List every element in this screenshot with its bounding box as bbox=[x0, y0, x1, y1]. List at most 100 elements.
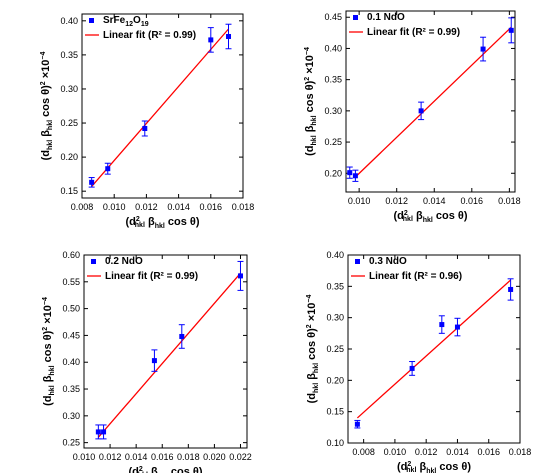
plot-frame bbox=[345, 10, 516, 193]
y-tick-label: 0.30 bbox=[60, 84, 78, 94]
legend-fit-label: Linear fit (R² = 0.96) bbox=[369, 271, 462, 282]
legend-series-label: 0.3 NdO bbox=[369, 256, 407, 267]
y-tick-label: 0.30 bbox=[324, 106, 342, 116]
x-tick-label: 0.018 bbox=[232, 202, 255, 212]
y-tick-label: 0.30 bbox=[326, 313, 344, 323]
data-point bbox=[151, 358, 157, 364]
legend-marker bbox=[353, 15, 358, 20]
y-tick-label: 0.40 bbox=[324, 43, 342, 53]
data-point bbox=[439, 322, 445, 328]
linear-fit-line bbox=[97, 272, 241, 438]
data-point bbox=[508, 27, 514, 33]
y-axis-title: (dhkl βhkl cos θ)2 ×10−4 bbox=[40, 52, 54, 161]
x-tick-label: 0.012 bbox=[135, 202, 158, 212]
x-tick-label: 0.018 bbox=[177, 452, 200, 462]
x-tick-label: 0.018 bbox=[498, 196, 521, 206]
x-tick-label: 0.010 bbox=[348, 196, 371, 206]
y-tick-label: 0.20 bbox=[324, 168, 342, 178]
y-tick-label: 0.25 bbox=[326, 344, 344, 354]
x-tick-label: 0.022 bbox=[229, 452, 252, 462]
data-point bbox=[89, 179, 95, 185]
y-tick-label: 0.60 bbox=[62, 250, 80, 260]
y-tick-label: 0.40 bbox=[62, 357, 80, 367]
chart-panel-1: 0.008 0.010 0.012 0.014 0.016 0.018 0.15 0.20 0.… bbox=[40, 13, 255, 230]
linear-fit-line bbox=[91, 28, 230, 187]
data-point bbox=[418, 108, 424, 114]
legend-series-label: 0.1 NdO bbox=[367, 12, 405, 23]
data-point bbox=[101, 429, 107, 435]
data-point bbox=[352, 173, 358, 179]
x-tick-label: 0.016 bbox=[200, 202, 223, 212]
x-tick-label: 0.020 bbox=[203, 452, 226, 462]
y-tick-label: 0.40 bbox=[326, 250, 344, 260]
y-axis-title: (dhkl βhkl cos θ)2 ×10−4 bbox=[304, 47, 318, 156]
y-tick-label: 0.25 bbox=[324, 137, 342, 147]
y-tick-label: 0.15 bbox=[326, 407, 344, 417]
x-tick-label: 0.014 bbox=[423, 196, 446, 206]
chart-panel-2: 0.010 0.012 0.014 0.016 0.018 0.20 0.25 0.30 0.3… bbox=[304, 10, 521, 224]
data-point bbox=[226, 33, 232, 39]
y-tick-label: 0.55 bbox=[62, 277, 80, 287]
data-point bbox=[354, 421, 360, 427]
y-tick-label: 0.20 bbox=[60, 152, 78, 162]
x-tick-label: 0.010 bbox=[73, 452, 96, 462]
x-tick-label: 0.016 bbox=[151, 452, 174, 462]
plot-frame bbox=[81, 13, 244, 199]
y-tick-label: 0.50 bbox=[62, 304, 80, 314]
legend-series-label: 0.2 NdO bbox=[105, 256, 143, 267]
x-tick-label: 0.016 bbox=[477, 447, 500, 457]
x-tick-label: 0.012 bbox=[415, 447, 438, 457]
y-tick-label: 0.10 bbox=[326, 438, 344, 448]
y-tick-label: 0.35 bbox=[326, 281, 344, 291]
data-point bbox=[508, 286, 514, 292]
x-tick-label: 0.018 bbox=[509, 447, 532, 457]
x-tick-label: 0.010 bbox=[384, 447, 407, 457]
data-point bbox=[179, 333, 185, 339]
data-point bbox=[409, 365, 415, 371]
plot-frame bbox=[83, 254, 248, 449]
legend-series-label: SrFe12O19 bbox=[103, 15, 149, 28]
y-tick-label: 0.30 bbox=[62, 411, 80, 421]
x-tick-label: 0.010 bbox=[103, 202, 126, 212]
chart-panel-3: 0.010 0.012 0.014 0.016 0.018 0.020 0.022 0.25 0… bbox=[42, 250, 252, 473]
legend-fit-label: Linear fit (R² = 0.99) bbox=[105, 271, 198, 282]
x-tick-label: 0.012 bbox=[385, 196, 408, 206]
y-axis-title: (dhkl βhkl cos θ)2 ×10−4 bbox=[306, 295, 320, 404]
y-tick-label: 0.45 bbox=[62, 330, 80, 340]
y-tick-label: 0.20 bbox=[326, 375, 344, 385]
x-tick-label: 0.016 bbox=[461, 196, 484, 206]
x-tick-label: 0.012 bbox=[99, 452, 122, 462]
legend-fit-label: Linear fit (R² = 0.99) bbox=[367, 27, 460, 38]
y-tick-label: 0.40 bbox=[60, 16, 78, 26]
x-tick-label: 0.008 bbox=[71, 202, 94, 212]
linear-fit-line bbox=[354, 26, 512, 178]
y-tick-label: 0.45 bbox=[324, 12, 342, 22]
chart-panel-4: 0.008 0.010 0.012 0.014 0.016 0.018 0.10 0.15 0.… bbox=[306, 250, 531, 473]
legend-fit-label: Linear fit (R² = 0.99) bbox=[103, 30, 196, 41]
y-tick-label: 0.25 bbox=[60, 118, 78, 128]
data-point bbox=[95, 429, 101, 435]
y-tick-label: 0.35 bbox=[60, 50, 78, 60]
y-tick-label: 0.35 bbox=[324, 75, 342, 85]
y-tick-label: 0.35 bbox=[62, 384, 80, 394]
data-point bbox=[105, 166, 111, 172]
legend-marker bbox=[355, 259, 360, 264]
x-tick-label: 0.014 bbox=[167, 202, 190, 212]
linear-fit-line bbox=[356, 279, 512, 419]
y-tick-label: 0.15 bbox=[60, 186, 78, 196]
x-tick-label: 0.008 bbox=[352, 447, 375, 457]
data-point bbox=[454, 324, 460, 330]
data-point bbox=[208, 37, 214, 43]
data-point bbox=[480, 46, 486, 52]
data-point bbox=[237, 273, 243, 279]
y-axis-title: (dhkl βhkl cos θ)2 ×10−4 bbox=[42, 297, 56, 406]
legend-marker bbox=[89, 18, 94, 23]
legend-marker bbox=[91, 259, 96, 264]
x-tick-label: 0.014 bbox=[446, 447, 469, 457]
y-tick-label: 0.25 bbox=[62, 438, 80, 448]
